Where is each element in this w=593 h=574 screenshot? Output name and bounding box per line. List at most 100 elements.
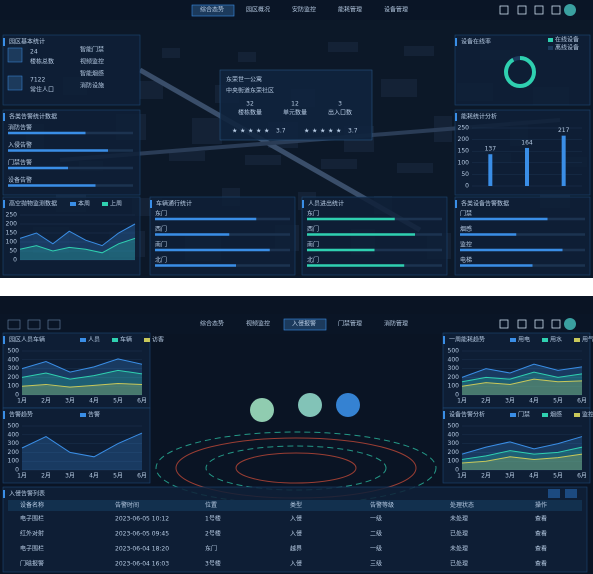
nav-tab[interactable]: 视频监控 xyxy=(246,320,270,328)
item-label: 消防设施 xyxy=(80,82,104,90)
popup xyxy=(219,69,373,141)
nav-tab[interactable]: 园区概况 xyxy=(246,6,270,14)
nav-tab[interactable]: 门禁管理 xyxy=(338,320,362,328)
bar xyxy=(8,166,68,170)
x-tick-label: 2月 xyxy=(481,398,491,405)
bar-label: 东门 xyxy=(155,209,167,217)
nav-tab[interactable]: 综合态势 xyxy=(200,320,224,328)
bar xyxy=(155,248,270,252)
line xyxy=(21,369,143,380)
line xyxy=(19,237,136,254)
row-action[interactable]: 查看 xyxy=(535,515,547,523)
x-tick-label: 3月 xyxy=(65,473,75,480)
bar-label: 入侵告警 xyxy=(8,141,32,149)
y-tick-label: 400 xyxy=(8,431,20,438)
row-action[interactable]: 查看 xyxy=(535,530,547,538)
nav-tab[interactable]: 能耗管理 xyxy=(338,6,362,14)
panel-accent xyxy=(150,200,152,208)
panel-accent xyxy=(302,200,304,208)
nav-tab[interactable]: 入侵报警 xyxy=(292,320,316,328)
pager-button[interactable] xyxy=(548,489,560,498)
panel xyxy=(2,109,141,196)
table-cell: 红外对射 xyxy=(20,530,44,538)
y-tick-label: 250 xyxy=(458,125,470,132)
bar xyxy=(460,264,533,267)
area xyxy=(20,238,135,260)
y-tick-label: 200 xyxy=(8,374,20,381)
panel-accent xyxy=(443,336,445,344)
star: ★ xyxy=(232,128,237,135)
table-cell: 门磁报警 xyxy=(20,560,44,568)
building xyxy=(321,159,357,169)
bar-label: 门禁告警 xyxy=(8,158,32,166)
toolbar-icon[interactable] xyxy=(517,319,527,329)
user-avatar[interactable] xyxy=(564,318,576,330)
y-tick-label: 100 xyxy=(448,383,460,390)
panel xyxy=(454,34,591,106)
toolbar-icon[interactable] xyxy=(517,5,527,15)
y-tick-label: 0 xyxy=(13,257,17,264)
toolbar-icon[interactable] xyxy=(47,319,61,330)
x-tick-label: 4月 xyxy=(529,398,539,405)
y-tick-label: 0 xyxy=(455,392,459,399)
user-avatar[interactable] xyxy=(564,4,576,16)
row-action[interactable]: 查看 xyxy=(535,545,547,553)
nav-tab[interactable]: 综合态势 xyxy=(200,6,224,14)
star: ★ xyxy=(320,128,325,135)
panel-title: 人员进出统计 xyxy=(308,200,344,208)
stat-label: 常住人口 xyxy=(30,86,54,94)
panel-title: 能耗统计分析 xyxy=(461,113,497,121)
legend-swatch xyxy=(510,338,516,342)
star: ★ xyxy=(248,128,253,135)
building xyxy=(169,151,205,161)
x-tick-label: 2月 xyxy=(41,398,51,405)
pager-button[interactable] xyxy=(565,489,577,498)
panel-title: 园区人员车辆 xyxy=(9,336,45,344)
panel-accent xyxy=(3,113,5,121)
column-header: 类型 xyxy=(290,501,302,509)
building xyxy=(162,48,180,58)
y-tick-label: 400 xyxy=(8,356,20,363)
table-cell: 入侵 xyxy=(290,530,302,538)
tab-active xyxy=(191,4,235,17)
y-tick-label: 200 xyxy=(6,221,18,228)
table-cell: 2023-06-05 10:12 xyxy=(115,516,169,523)
table-cell: 2号楼 xyxy=(205,530,221,538)
legend-label: 访客 xyxy=(152,336,164,344)
y-tick-label: 400 xyxy=(448,431,460,438)
x-tick-label: 4月 xyxy=(529,473,539,480)
y-tick-label: 50 xyxy=(461,171,469,178)
area xyxy=(462,364,582,395)
bar xyxy=(8,131,86,135)
bar-label: 南门 xyxy=(155,240,167,248)
popup-stat: 3 xyxy=(338,101,342,108)
glow-circle xyxy=(250,398,274,422)
panel-accent xyxy=(3,411,5,419)
building xyxy=(192,118,222,144)
toolbar-icon[interactable] xyxy=(534,5,544,15)
y-tick-label: 150 xyxy=(458,148,470,155)
toolbar-icon[interactable] xyxy=(551,5,561,15)
toolbar-icon[interactable] xyxy=(534,319,544,329)
toolbar-icon[interactable] xyxy=(551,319,561,329)
legend-swatch xyxy=(574,413,580,417)
row-action[interactable]: 查看 xyxy=(535,560,547,568)
glow-circle xyxy=(298,393,322,417)
popup-stat: 12 xyxy=(291,101,299,108)
bar-label: 烟感 xyxy=(460,225,472,233)
nav-tab[interactable]: 消防管理 xyxy=(384,320,408,328)
toolbar-icon[interactable] xyxy=(27,319,41,330)
toolbar-icon[interactable] xyxy=(499,319,509,329)
panel xyxy=(454,109,591,196)
line xyxy=(461,363,583,378)
toolbar-icon[interactable] xyxy=(7,319,21,330)
panel-title: 园区基本统计 xyxy=(9,38,45,46)
bar-label: 西门 xyxy=(307,225,319,233)
column-header: 设备名称 xyxy=(20,501,44,509)
stat-value: 7122 xyxy=(30,77,45,84)
building xyxy=(404,46,434,56)
nav-tab[interactable]: 安防监控 xyxy=(292,6,316,14)
y-tick-label: 150 xyxy=(6,230,18,237)
nav-tab[interactable]: 设备管理 xyxy=(384,6,408,14)
toolbar-icon[interactable] xyxy=(499,5,509,15)
